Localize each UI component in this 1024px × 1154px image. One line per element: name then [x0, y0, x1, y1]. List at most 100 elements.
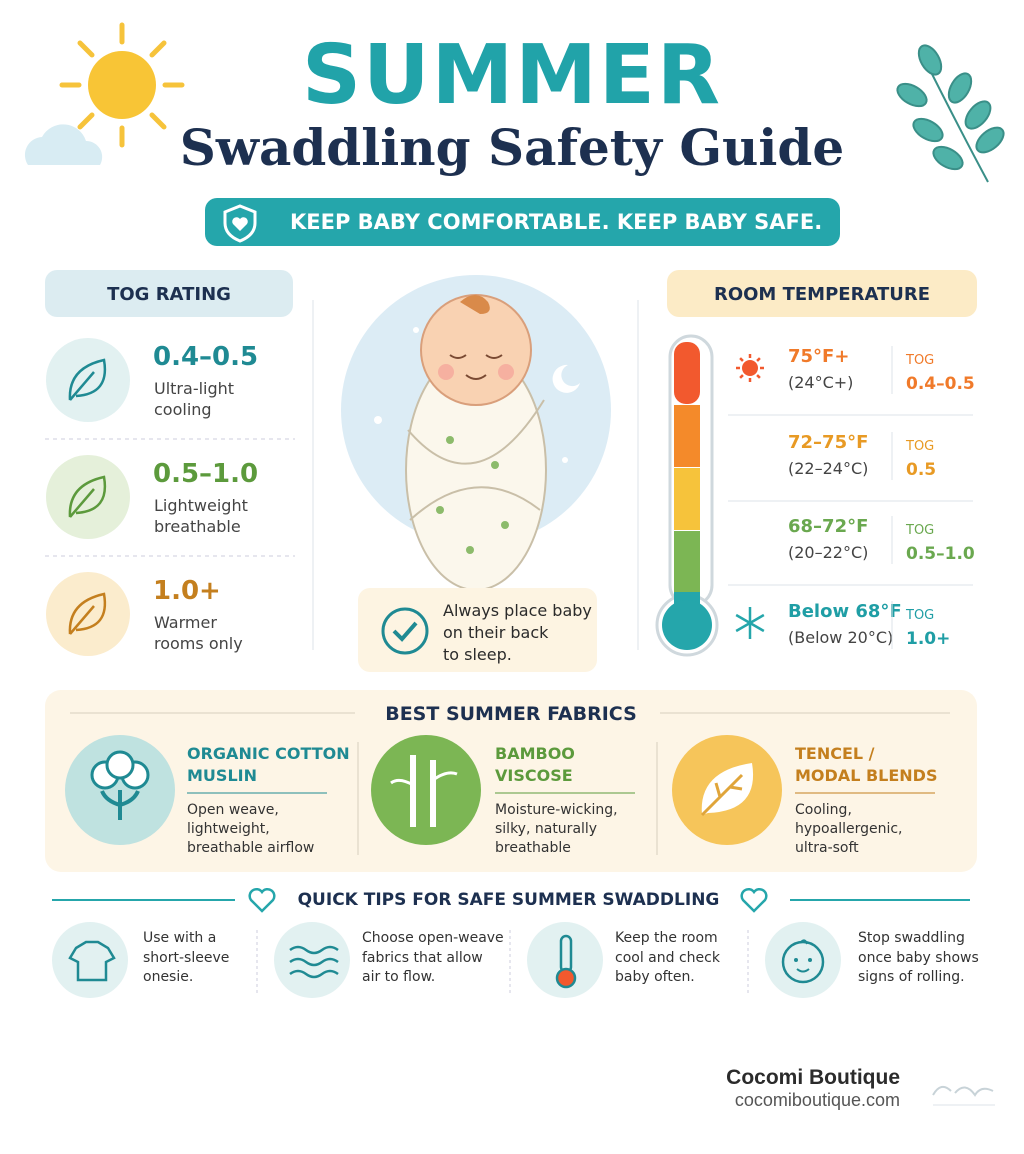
fabric-name: MODAL BLENDS	[795, 766, 938, 785]
tip-text: baby often.	[615, 969, 695, 985]
tog-label: TOG	[906, 608, 935, 623]
row-separator	[891, 516, 893, 564]
tip-divider	[747, 930, 749, 996]
tog-description: cooling	[154, 400, 212, 419]
tog-description: rooms only	[154, 634, 243, 653]
tip-icon	[52, 922, 128, 998]
thermometer	[655, 334, 719, 657]
tip-text: once baby shows	[858, 949, 979, 966]
footer-url: cocomiboutique.com	[734, 1090, 900, 1110]
snow-icon	[735, 607, 765, 639]
tog-value: 0.5–1.0	[906, 544, 975, 564]
tog-value: 1.0+	[906, 629, 951, 649]
fabric-underline	[187, 792, 327, 794]
fabric-description: silky, naturally	[495, 821, 598, 837]
fabric-icon	[371, 735, 481, 845]
fabric-underline	[795, 792, 935, 794]
row-divider	[728, 414, 973, 416]
tog-icon	[46, 338, 130, 422]
fabric-name: TENCEL /	[795, 744, 875, 763]
row-separator	[891, 432, 893, 480]
temp-f: Below 68°F	[788, 601, 902, 622]
temp-f: 72–75°F	[788, 432, 869, 453]
fabric-description: Open weave,	[187, 802, 279, 818]
fabric-description: hypoallergenic,	[795, 821, 903, 837]
fabrics-lines	[70, 712, 950, 855]
tog-divider	[45, 438, 295, 440]
temp-c: (24°C+)	[788, 373, 854, 392]
logo-mark	[932, 1085, 995, 1106]
temp-c: (22–24°C)	[788, 459, 869, 478]
banner-text: KEEP BABY COMFORTABLE. KEEP BABY SAFE.	[290, 210, 823, 234]
tog-value: 0.4–0.5	[153, 342, 259, 372]
tip-icon	[765, 922, 841, 998]
row-divider	[728, 500, 973, 502]
safety-note: Always place baby	[443, 601, 592, 620]
tip-text: Choose open-weave	[362, 930, 504, 946]
tog-value: 1.0+	[153, 576, 221, 606]
sun-icon	[736, 354, 764, 382]
temp-f: 68–72°F	[788, 516, 869, 537]
tog-label: TOG	[906, 439, 935, 454]
safety-note: to sleep.	[443, 645, 512, 664]
temp-c: (Below 20°C)	[788, 628, 894, 647]
tog-divider	[45, 555, 295, 557]
tog-description: breathable	[154, 517, 241, 536]
tip-icon	[274, 922, 350, 998]
banner	[205, 198, 840, 246]
check-icon	[381, 607, 429, 655]
tog-description: Warmer	[154, 613, 217, 632]
tip-divider	[509, 930, 511, 996]
fabric-description: breathable airflow	[187, 840, 315, 856]
tog-value: 0.5	[906, 460, 937, 480]
tip-text: Keep the room	[615, 930, 718, 946]
tip-text: air to flow.	[362, 969, 436, 985]
safety-note-box	[358, 588, 597, 672]
footer-brand: Cocomi Boutique	[726, 1066, 900, 1089]
tog-icon	[46, 572, 130, 656]
tip-text: Use with a	[143, 930, 217, 946]
tog-value: 0.4–0.5	[906, 374, 975, 394]
row-separator	[891, 346, 893, 394]
tip-divider	[256, 930, 258, 996]
fabric-name: ORGANIC COTTON	[187, 744, 350, 763]
fabrics-panel	[45, 690, 977, 872]
fabric-name: BAMBOO	[495, 744, 575, 763]
fabric-description: Cooling,	[795, 802, 852, 818]
row-divider	[728, 584, 973, 586]
fabric-name: VISCOSE	[495, 766, 573, 785]
room-heading: ROOM TEMPERATURE	[713, 284, 931, 305]
tips-lines	[52, 887, 970, 913]
temp-c: (20–22°C)	[788, 543, 869, 562]
tog-icon	[46, 455, 130, 539]
tog-label: TOG	[906, 353, 935, 368]
room-heading-box	[667, 270, 977, 317]
tog-value: 0.5–1.0	[153, 459, 259, 489]
fabric-description: ultra-soft	[795, 840, 859, 856]
safety-note: on their back	[443, 623, 549, 642]
fabric-underline	[495, 792, 635, 794]
temp-f: 75°F+	[788, 346, 850, 367]
tip-text: onesie.	[143, 969, 194, 985]
fabrics-heading: BEST SUMMER FABRICS	[385, 703, 637, 725]
tip-text: signs of rolling.	[858, 969, 965, 985]
tips-heading: QUICK TIPS FOR SAFE SUMMER SWADDLING	[297, 890, 720, 910]
fabric-description: lightweight,	[187, 821, 270, 837]
tog-heading: TOG RATING	[107, 284, 231, 305]
fabric-icon	[672, 735, 782, 845]
subtitle: Swaddling Safety Guide	[179, 118, 845, 177]
tip-text: cool and check	[615, 949, 720, 966]
fabric-description: breathable	[495, 840, 571, 856]
tip-text: fabrics that allow	[362, 949, 483, 966]
tip-text: Stop swaddling	[858, 930, 965, 946]
tog-heading-box	[45, 270, 293, 317]
decorations	[24, 22, 1005, 183]
tog-description: Lightweight	[154, 496, 248, 515]
fabric-description: Moisture-wicking,	[495, 802, 618, 818]
row-separator	[891, 601, 893, 649]
title: SUMMER	[302, 28, 722, 123]
tog-label: TOG	[906, 523, 935, 538]
tog-description: Ultra-light	[154, 379, 235, 398]
baby-illustration	[312, 275, 639, 650]
